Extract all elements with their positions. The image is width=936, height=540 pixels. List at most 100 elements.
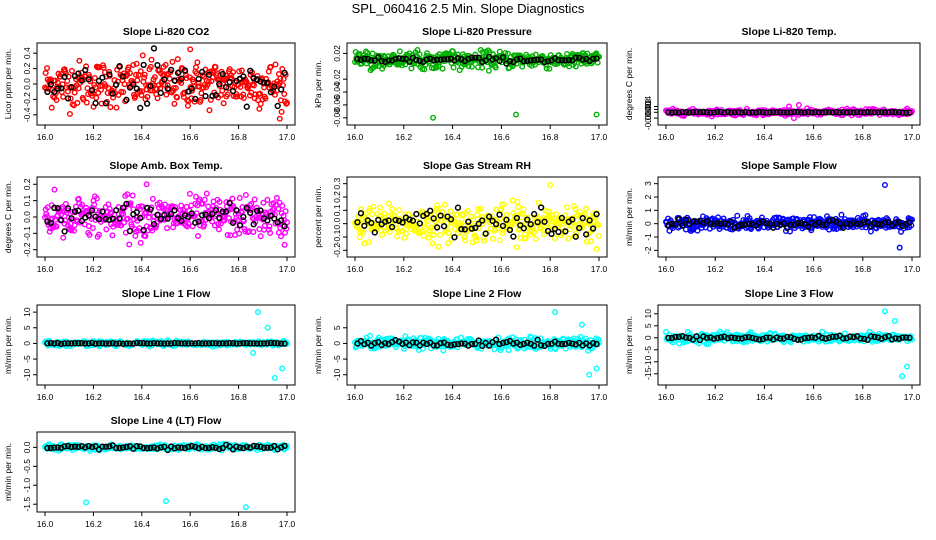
x-tick-label: 16.8	[855, 392, 872, 402]
data-point	[43, 85, 50, 92]
mean-point	[791, 108, 798, 116]
x-tick-label: 17.0	[279, 132, 296, 142]
data-point	[149, 227, 156, 234]
data-point	[379, 65, 386, 72]
data-point	[70, 227, 77, 234]
data-point	[174, 94, 181, 101]
x-tick-label: 16.0	[658, 264, 675, 274]
mean-point	[119, 340, 127, 347]
mean-point	[440, 56, 448, 63]
mean-point	[798, 109, 805, 116]
mean-point	[693, 108, 700, 116]
mean-point	[714, 334, 721, 342]
mean-point	[143, 100, 151, 107]
mean-point	[368, 219, 375, 227]
mean-point	[361, 341, 368, 348]
data-point	[266, 223, 273, 230]
mean-point	[558, 340, 566, 348]
mean-point	[277, 217, 285, 224]
mean-point	[195, 339, 202, 347]
mean-point	[840, 335, 847, 342]
data-point	[445, 230, 452, 237]
data-point	[436, 231, 443, 238]
plot-frame	[36, 304, 296, 386]
y-tick-label: -0.04	[332, 82, 342, 102]
mean-point	[472, 54, 479, 61]
mean-point	[357, 338, 365, 345]
data-point	[256, 226, 263, 233]
mean-point	[130, 81, 137, 88]
mean-point	[222, 84, 230, 91]
data-point	[436, 205, 443, 212]
data-point	[449, 48, 456, 55]
y-tick-label: -0.2	[22, 242, 32, 257]
mean-point	[756, 219, 763, 226]
data-point	[564, 204, 571, 211]
mean-point	[427, 207, 434, 214]
mean-point	[209, 444, 216, 451]
data-point	[881, 308, 888, 315]
mean-point	[44, 444, 51, 452]
y-tick-label: 10	[22, 307, 32, 317]
mean-point	[496, 57, 503, 65]
mean-point	[433, 224, 441, 231]
data-point	[204, 81, 211, 88]
data-point	[577, 333, 584, 340]
mean-point	[140, 444, 147, 452]
data-point	[435, 243, 442, 250]
mean-point	[749, 334, 756, 342]
mean-point	[92, 100, 99, 107]
data-point	[408, 65, 415, 72]
plot-frame	[346, 304, 608, 386]
panel-title: Slope Li-820 Pressure	[422, 26, 532, 38]
x-tick-label: 17.0	[591, 392, 608, 402]
x-tick-label: 17.0	[904, 392, 921, 402]
data-point	[201, 221, 208, 228]
data-point	[284, 99, 291, 106]
mean-point	[895, 109, 903, 116]
mean-point	[885, 332, 892, 340]
panel-title: Slope Line 1 Flow	[122, 288, 212, 300]
data-point	[124, 191, 131, 198]
mean-point	[271, 442, 278, 450]
mean-point	[534, 56, 541, 63]
mean-point	[829, 333, 836, 340]
mean-point	[749, 221, 756, 228]
mean-point	[510, 340, 517, 347]
data-point	[375, 62, 382, 69]
data-point	[358, 206, 365, 213]
mean-point	[468, 225, 475, 232]
mean-point	[721, 109, 728, 116]
points-group	[42, 45, 291, 122]
data-point	[439, 65, 446, 72]
data-point	[586, 371, 593, 378]
panel-0: Slope Li-820 CO2 16.0 16.2 16.4 16.6 16.8 17.0…	[3, 26, 296, 142]
mean-point	[375, 216, 382, 224]
data-point	[184, 102, 191, 109]
data-point	[192, 64, 199, 71]
data-point	[121, 81, 128, 88]
mean-point	[416, 220, 423, 227]
mean-point	[371, 57, 378, 64]
mean-point	[99, 74, 106, 81]
data-point	[195, 79, 202, 86]
data-point	[430, 114, 437, 121]
mean-point	[409, 217, 417, 224]
mean-point	[892, 219, 899, 226]
y-axis-label: ml/min per min.	[313, 316, 323, 374]
data-point	[514, 198, 521, 205]
data-point	[145, 214, 152, 221]
data-point	[191, 98, 198, 105]
mean-point	[212, 92, 219, 99]
data-point	[381, 210, 388, 217]
mean-point	[99, 443, 106, 450]
mean-point	[672, 109, 679, 116]
mean-point	[198, 212, 206, 219]
mean-point	[881, 219, 889, 226]
data-point	[538, 222, 545, 229]
y-tick-label: 0.000	[643, 101, 653, 123]
y-axis-label: Licor ppm per min.	[3, 49, 13, 119]
mean-point	[468, 54, 475, 62]
mean-point	[770, 108, 777, 116]
x-tick-label: 16.2	[707, 392, 724, 402]
